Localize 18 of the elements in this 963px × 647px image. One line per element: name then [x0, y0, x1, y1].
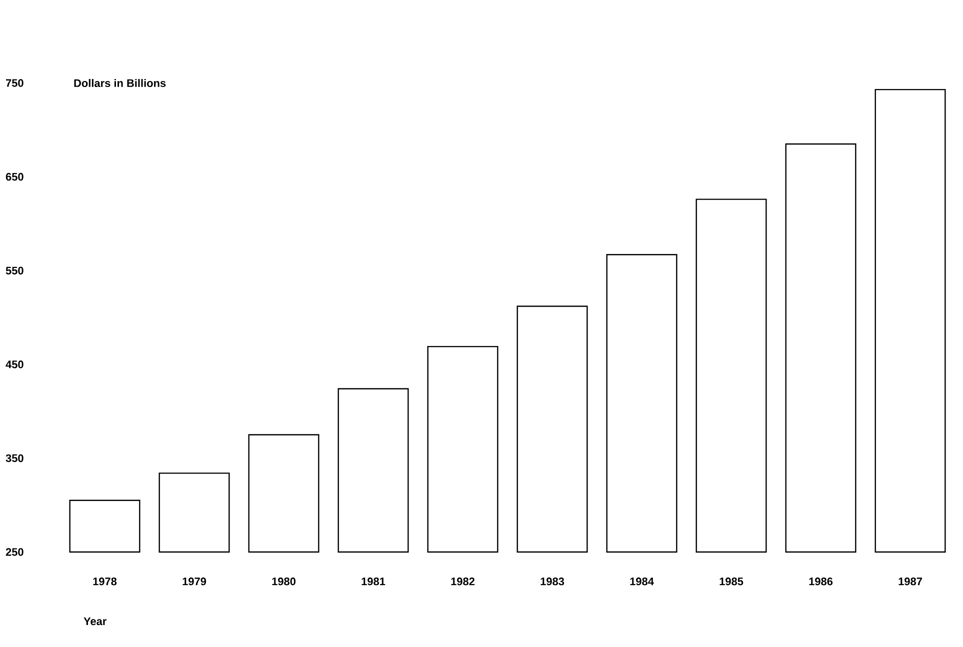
y-tick-label: 550: [6, 266, 24, 274]
y-tick-label: 650: [6, 172, 24, 181]
x-tick-label: 1978: [93, 578, 117, 586]
x-tick-label: 1981: [362, 578, 386, 586]
x-tick-label: 1987: [898, 578, 922, 586]
y-tick-label: 450: [6, 360, 24, 368]
x-tick-label: 1980: [272, 578, 296, 586]
x-tick-label: 1986: [809, 578, 833, 586]
y-tick-label: 250: [6, 548, 24, 556]
x-tick-label: 1983: [540, 578, 564, 586]
y-tick-label: 750: [6, 79, 24, 87]
y-axis-title: Dollars in Billions: [74, 78, 166, 88]
x-axis-title: Year: [84, 618, 107, 626]
y-tick-label: 350: [6, 454, 24, 462]
x-tick-label: 1982: [451, 578, 475, 586]
x-tick-label: 1979: [182, 578, 206, 586]
x-tick-label: 1985: [720, 578, 744, 586]
x-tick-label: 1984: [630, 578, 654, 586]
